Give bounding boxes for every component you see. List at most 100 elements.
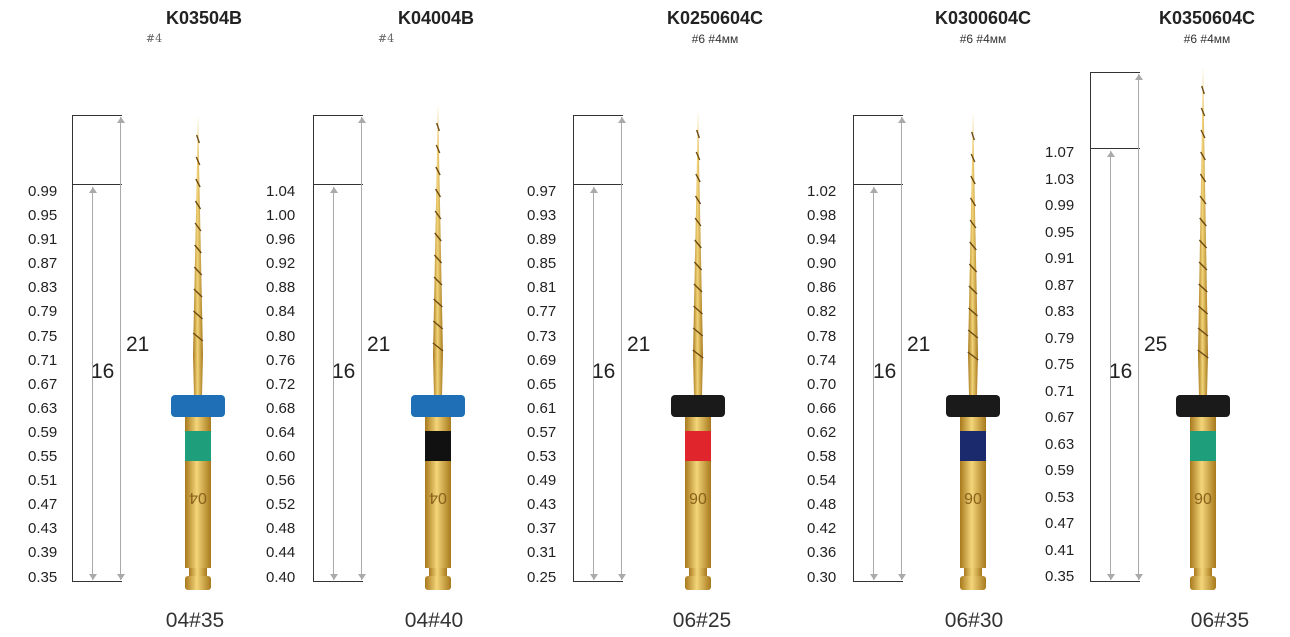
shank-end — [425, 576, 451, 590]
scale-value: 0.78 — [807, 327, 837, 345]
scale-value: 0.75 — [28, 327, 58, 345]
scale-value: 0.79 — [28, 303, 58, 321]
blade-flute — [695, 151, 701, 161]
scale-value: 0.80 — [266, 327, 296, 345]
endo-file-illustration: 06 — [946, 112, 1000, 590]
scale-value: 0.51 — [28, 472, 58, 490]
working-length-line — [1091, 148, 1140, 149]
scale-value: 0.31 — [527, 544, 557, 562]
blade-flute — [434, 210, 442, 220]
scale-value: 0.58 — [807, 448, 837, 466]
blade-flute — [1198, 239, 1208, 249]
blade-flute — [1198, 261, 1208, 271]
blade-flute — [1199, 173, 1207, 183]
scale-value: 0.97 — [527, 183, 557, 200]
blade-flute — [1200, 151, 1206, 161]
scale-value: 0.35 — [1045, 568, 1075, 585]
blade-flute — [692, 327, 704, 337]
scale-value: 0.70 — [807, 375, 837, 393]
file-handle — [1190, 461, 1216, 568]
blade-flute — [194, 244, 202, 254]
scale-value: 0.87 — [1045, 276, 1075, 294]
scale-value: 0.93 — [527, 207, 557, 225]
scale-value: 0.60 — [266, 448, 296, 466]
scale-value: 0.59 — [28, 423, 58, 441]
color-band — [685, 431, 711, 461]
file-handle — [185, 461, 211, 568]
blade-flute — [1197, 327, 1209, 337]
scale-value: 0.54 — [807, 472, 837, 490]
handle-engraving: 04 — [429, 489, 447, 506]
blade-flute — [195, 178, 201, 188]
blade-flute — [194, 222, 202, 232]
scale-value: 0.99 — [1045, 197, 1075, 214]
scale-value: 0.92 — [266, 255, 296, 273]
blade-flute — [1197, 305, 1209, 315]
scale-value: 0.64 — [266, 423, 296, 441]
total-length-arrow — [618, 117, 626, 580]
working-length-line — [574, 184, 623, 185]
blade-flute — [1201, 85, 1205, 95]
scale-value: 0.36 — [807, 544, 837, 562]
working-length-label: 16 — [1109, 360, 1133, 383]
silicone-stopper — [946, 395, 1000, 417]
scale-value: 0.86 — [807, 279, 837, 297]
scale-value: 0.53 — [527, 448, 557, 466]
scale-value: 0.44 — [266, 544, 296, 562]
scale-value: 0.91 — [28, 231, 58, 249]
scale-value: 0.72 — [266, 375, 296, 393]
color-band — [425, 431, 451, 461]
scale-value: 0.76 — [266, 351, 296, 369]
blade-flute — [695, 173, 701, 183]
scale-value: 0.67 — [1045, 409, 1075, 426]
blade-flute — [694, 239, 702, 249]
file-code: K03504B — [165, 8, 243, 28]
shank-end — [685, 576, 711, 590]
handle-neck — [685, 417, 711, 431]
scale-value: 0.75 — [1045, 356, 1075, 373]
scale-value: 0.40 — [266, 568, 296, 586]
blade-flute — [193, 288, 203, 298]
file-subtitle: #6 #4мм — [691, 32, 739, 46]
silicone-stopper — [671, 395, 725, 417]
blade-flute — [1197, 349, 1209, 359]
scale-value: 0.35 — [28, 568, 58, 586]
blade-flute — [434, 188, 442, 198]
scale-value: 0.71 — [28, 351, 58, 369]
blade-flute — [435, 144, 441, 154]
length-bracket — [853, 115, 903, 582]
scale-value: 0.42 — [807, 520, 837, 538]
length-bracket — [1090, 72, 1140, 582]
blade-flute — [967, 351, 979, 361]
working-length-label: 16 — [592, 360, 616, 383]
endo-file-illustration: 04 — [171, 115, 225, 590]
file-blade — [1198, 66, 1208, 395]
blade-flute — [193, 310, 203, 320]
diameter-scale: 1.07 1.03 0.99 0.95 0.91 0.87 0.83 0.79 0.75 0.71… — [1045, 140, 1074, 591]
scale-value: 0.73 — [527, 327, 557, 345]
blade-flute — [433, 298, 443, 308]
diameter-scale: 0.99 0.95 0.91 0.87 0.83 0.79 0.75 0.71 0.67 0.63… — [28, 180, 57, 590]
working-length-line — [314, 184, 363, 185]
blade-flute — [969, 219, 977, 229]
blade-flute — [695, 129, 701, 139]
color-band — [1190, 431, 1216, 461]
shank-end — [185, 576, 211, 590]
length-bracket — [313, 115, 363, 582]
working-length-line — [73, 184, 122, 185]
endo-file-illustration: 04 — [411, 103, 465, 590]
file-code: K04004B — [397, 8, 475, 28]
file-size-caption: 04#35 — [165, 609, 225, 632]
shank-neck — [429, 568, 447, 576]
silicone-stopper — [171, 395, 225, 417]
blade-flute — [192, 332, 204, 342]
blade-flute — [433, 276, 443, 286]
blade-flute — [1198, 283, 1208, 293]
scale-value: 0.63 — [28, 399, 58, 417]
blade-flute — [1199, 195, 1207, 205]
scale-value: 0.83 — [1045, 303, 1075, 320]
scale-value: 0.43 — [527, 496, 557, 514]
working-length-arrow — [1107, 151, 1115, 580]
file-size-caption: 06#25 — [672, 609, 732, 632]
scale-value: 1.00 — [266, 207, 296, 225]
